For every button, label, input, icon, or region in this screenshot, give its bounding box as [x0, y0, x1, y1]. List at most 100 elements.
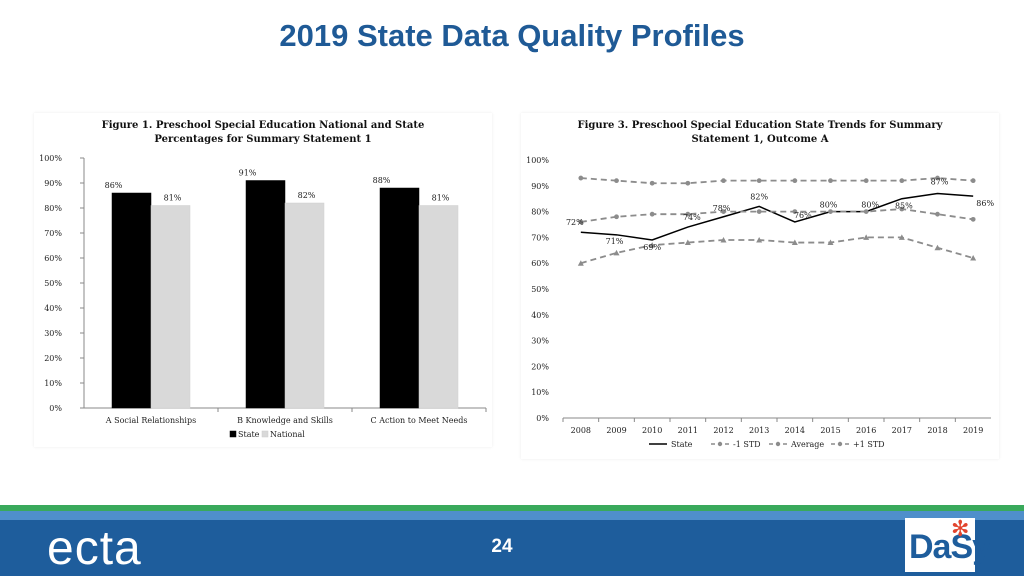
x-tick-label: C Action to Meet Needs — [371, 416, 468, 425]
series-line-average — [580, 208, 974, 223]
bar-value-label: 86% — [105, 181, 123, 190]
figure-3-title-line-2: Statement 1, Outcome A — [691, 134, 829, 145]
series-point-average — [792, 209, 798, 214]
bar-state — [111, 192, 152, 409]
data-value-label: 76% — [794, 211, 812, 220]
y-tick-label: 90% — [44, 179, 62, 188]
bar-value-label: 82% — [298, 191, 316, 200]
series-point-1-std — [791, 239, 798, 246]
x-tick-label: 2012 — [713, 426, 733, 435]
dasy-star-icon: ✻ — [951, 516, 970, 541]
x-tick-label: 2018 — [927, 426, 947, 435]
bar-value-label: 91% — [239, 169, 257, 178]
y-tick-label: 50% — [531, 285, 549, 294]
y-tick-label: 0% — [536, 414, 549, 423]
figure-1-title-line-1: Figure 1. Preschool Special Education Na… — [101, 120, 425, 131]
series-point-1-std — [578, 175, 584, 181]
bar-national — [418, 205, 459, 409]
y-tick-label: 10% — [531, 388, 549, 397]
footer-bar — [0, 520, 1024, 576]
y-tick-label: 40% — [531, 311, 549, 320]
x-tick-label: 2019 — [963, 426, 983, 435]
x-tick-label: 2009 — [606, 426, 626, 435]
series-point-average — [863, 209, 869, 214]
series-point-average — [649, 211, 655, 217]
y-tick-label: 80% — [44, 204, 62, 213]
series-point-1-std — [613, 249, 620, 256]
y-tick-label: 60% — [44, 254, 62, 263]
y-tick-label: 20% — [531, 362, 549, 371]
series-point-1-std — [649, 180, 655, 186]
series-point-average — [614, 214, 619, 220]
bar-national — [284, 202, 325, 409]
legend-label: State — [671, 440, 693, 449]
y-tick-label: 70% — [44, 229, 62, 238]
series-point-1-std — [756, 178, 762, 184]
bar-value-label: 81% — [432, 194, 450, 203]
figure-3-title-line-1: Figure 3. Preschool Special Education St… — [577, 120, 943, 131]
series-point-1-std — [649, 242, 656, 248]
y-tick-label: 60% — [531, 259, 549, 268]
x-tick-label: 2014 — [785, 426, 805, 435]
legend-marker-1-std — [717, 441, 723, 447]
x-tick-label: A Social Relationships — [105, 416, 196, 425]
series-point-average — [828, 209, 833, 214]
x-tick-label: 2008 — [571, 426, 591, 435]
x-tick-label: 2015 — [820, 426, 840, 435]
data-value-label: 72% — [566, 218, 584, 227]
figure-3-line-chart: 0% 10% 20% 30% 40% 50% 60% 70% 80% 90% 100% 2008 200… — [526, 156, 994, 449]
series-point-1-std — [721, 178, 726, 184]
legend-label: National — [270, 430, 305, 439]
y-tick-label: 0% — [49, 404, 62, 413]
bar-state — [245, 180, 286, 409]
series-point-1-std — [614, 178, 619, 184]
figure-3-panel: Figure 3. Preschool Special Education St… — [521, 113, 999, 459]
footer-light-blue-stripe — [0, 511, 1024, 520]
series-point-1-std — [792, 178, 798, 184]
data-value-label: 87% — [931, 178, 949, 187]
series-line-1-std — [580, 236, 974, 265]
y-tick-label: 30% — [44, 329, 62, 338]
series-point-1-std — [970, 255, 977, 261]
data-value-label: 74% — [683, 213, 701, 222]
series-point-1-std — [934, 244, 941, 251]
series-point-1-std — [756, 236, 763, 243]
series-point-1-std — [863, 178, 869, 184]
y-tick-label: 10% — [44, 379, 62, 388]
data-value-label: 80% — [820, 201, 838, 210]
bar-value-label: 88% — [373, 176, 391, 185]
figure-1-title-line-2: Percentages for Summary Statement 1 — [154, 134, 372, 145]
series-line-1-std — [580, 177, 974, 185]
series-point-1-std — [899, 178, 905, 184]
series-point-1-std — [898, 234, 905, 240]
series-point-average — [578, 219, 584, 225]
y-tick-label: 40% — [44, 304, 62, 313]
legend-label: +1 STD — [853, 440, 885, 449]
data-value-label: 80% — [861, 201, 879, 210]
series-point-1-std — [577, 260, 584, 266]
y-tick-label: 100% — [39, 154, 62, 163]
legend-marker-average — [775, 441, 781, 447]
data-value-label: 71% — [606, 237, 624, 246]
legend-label: State — [238, 430, 260, 439]
y-tick-label: 70% — [531, 233, 549, 242]
data-value-label: 85% — [895, 202, 913, 211]
series-point-1-std — [685, 180, 691, 186]
figure-1-bar-chart: 0% 10% 20% 30% 40% 50% 60% 70% 80% 90% 100% A Socia… — [39, 154, 487, 439]
data-value-label: 86% — [976, 199, 994, 208]
bar-state — [379, 187, 420, 409]
y-tick-label: 30% — [531, 337, 549, 346]
y-tick-label: 100% — [526, 156, 549, 165]
data-value-label: 82% — [750, 192, 768, 201]
legend-swatch-national — [261, 430, 269, 438]
series-point-1-std — [684, 239, 691, 246]
figure-1-panel: Figure 1. Preschool Special Education Na… — [34, 113, 492, 447]
series-point-average — [935, 211, 940, 217]
series-point-1-std — [828, 178, 833, 184]
slide-title: 2019 State Data Quality Profiles — [279, 18, 745, 53]
series-point-1-std — [935, 175, 940, 181]
legend-swatch-state — [229, 430, 237, 438]
footer-green-stripe — [0, 505, 1024, 511]
x-tick-label: 2010 — [642, 426, 662, 435]
series-point-average — [970, 216, 976, 222]
